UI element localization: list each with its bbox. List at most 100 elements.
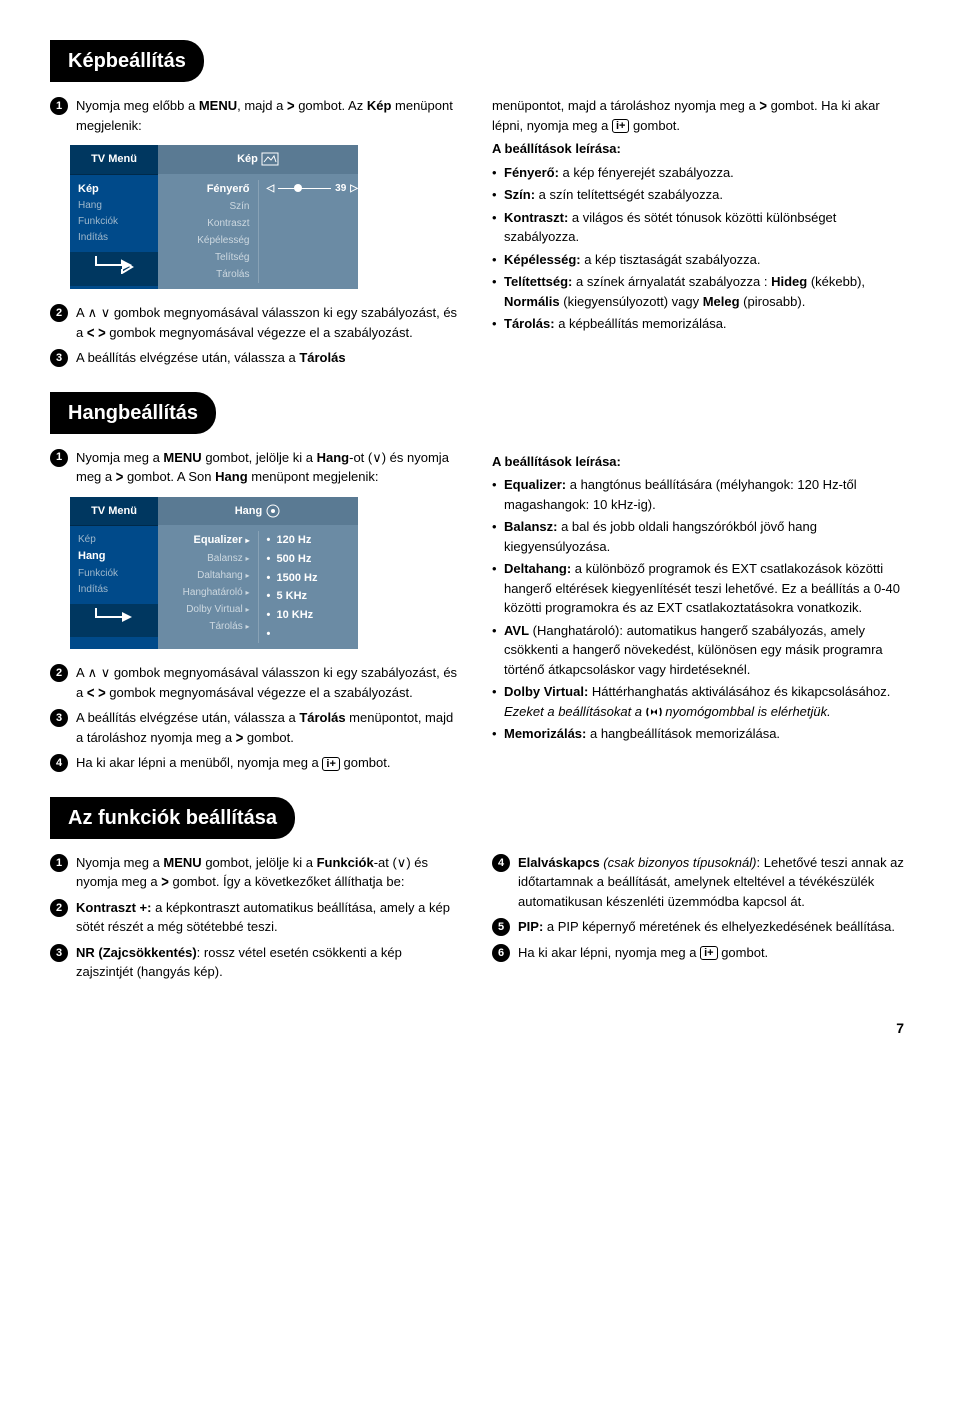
- func-step1: 1 Nyomja meg a MENU gombot, jelölje ki a…: [50, 853, 462, 892]
- numcircle-3: 3: [50, 349, 68, 367]
- value-row: • 5 KHz: [267, 587, 359, 606]
- menu-item: Indítás: [78, 230, 150, 246]
- value-row: • 500 Hz: [267, 550, 359, 569]
- page-number: 7: [50, 1018, 904, 1039]
- sound-desc-head: A beállítások leírása:: [492, 452, 904, 472]
- chevron-left-icon: <: [87, 681, 95, 704]
- text: Kontraszt +:: [76, 900, 151, 915]
- value-row: •: [267, 625, 359, 644]
- panel-left: TV Menü Kép Hang Funkciók Indítás: [70, 145, 158, 289]
- text: a PIP képernyő méretének és elhelyezkedé…: [543, 919, 895, 934]
- menu-item: Funkciók: [78, 214, 150, 230]
- func-step5-body: PIP: a PIP képernyő méretének és elhelye…: [518, 917, 904, 937]
- surround-icon: [646, 705, 662, 719]
- pic-desc-list: Fényerő: a kép fényerejét szabályozza. S…: [492, 163, 904, 334]
- text: Equalizer:: [504, 477, 566, 492]
- list-item: AVL (Hanghatároló): automatikus hangerő …: [492, 621, 904, 680]
- sound-step1: 1 Nyomja meg a MENU gombot, jelölje ki a…: [50, 448, 462, 487]
- menu-item: Dolby Virtual: [186, 604, 243, 615]
- text: 120 Hz: [276, 534, 311, 546]
- menu-item: Tárolás: [158, 266, 250, 283]
- text: gombot. Az: [295, 98, 367, 113]
- slider: ◁ 39 ▷: [267, 180, 359, 197]
- chevron-right-icon: >: [759, 94, 767, 117]
- numcircle-1: 1: [50, 97, 68, 115]
- list-item: Szín: a szín telítettségét szabályozza.: [492, 185, 904, 205]
- text: Nyomja meg előbb a: [76, 98, 199, 113]
- numcircle-3: 3: [50, 944, 68, 962]
- func-step6: 6 Ha ki akar lépni, nyomja meg a i+ gomb…: [492, 943, 904, 963]
- numcircle-4: 4: [492, 854, 510, 872]
- func-step4-body: Elalváskapcs (csak bizonyos típusoknál):…: [518, 853, 904, 912]
- numcircle-2: 2: [50, 899, 68, 917]
- panel-left-head: TV Menü: [70, 145, 158, 175]
- text: menüpontot, majd a tároláshoz nyomja meg…: [492, 98, 759, 113]
- numcircle-6: 6: [492, 944, 510, 962]
- text: 1500 Hz: [276, 572, 317, 584]
- list-item: Tárolás: a képbeállítás memorizálása.: [492, 314, 904, 334]
- sound-step3-body: A beállítás elvégzése után, válassza a T…: [76, 708, 462, 747]
- menu-item: Fényerő: [158, 180, 250, 199]
- panel-right: Kép Fényerő Szín Kontraszt Képélesség Te…: [158, 145, 358, 289]
- menu-item: Hang: [78, 198, 150, 214]
- panel-right-values: ◁ 39 ▷: [258, 180, 359, 284]
- panel-right-labels: Fényerő Szín Kontraszt Képélesség Telíts…: [158, 180, 258, 284]
- text: , majd a: [237, 98, 287, 113]
- numcircle-3: 3: [50, 709, 68, 727]
- list-item: Deltahang: a különböző programok és EXT …: [492, 559, 904, 618]
- numcircle-4: 4: [50, 754, 68, 772]
- sound-step2-body: A ∧ ∨ gombok megnyomásával válasszon ki …: [76, 663, 462, 702]
- text: a hangbeállítások memorizálása.: [586, 726, 780, 741]
- section-title-pic: Képbeállítás: [50, 40, 204, 82]
- slider-track: [278, 188, 331, 189]
- text: a kép tisztaságát szabályozza.: [581, 252, 761, 267]
- arrow-icon: [94, 256, 134, 274]
- text: MENU: [199, 98, 237, 113]
- text: Telítettség:: [504, 274, 572, 289]
- numcircle-2: 2: [50, 304, 68, 322]
- text: a szín telítettségét szabályozza.: [535, 187, 723, 202]
- chevron-left-icon: <: [87, 321, 95, 344]
- text: MENU: [163, 855, 201, 870]
- text: Kontraszt:: [504, 210, 568, 225]
- text: gombok megnyomásával végezze el a szabál…: [106, 685, 413, 700]
- func-left-col: 1 Nyomja meg a MENU gombot, jelölje ki a…: [50, 853, 462, 988]
- text: a képbeállítás memorizálása.: [555, 316, 727, 331]
- pic-right-top: menüpontot, majd a tároláshoz nyomja meg…: [492, 96, 904, 135]
- menu-item: Hanghatároló: [183, 587, 243, 598]
- text: Ha ki akar lépni, nyomja meg a: [518, 945, 700, 960]
- sound-icon: [265, 504, 281, 518]
- numcircle-1: 1: [50, 449, 68, 467]
- text: Tárolás: [299, 710, 345, 725]
- text: nyomógombbal is elérhetjük.: [665, 704, 830, 719]
- func-step3: 3 NR (Zajcsökkentés): rossz vétel esetén…: [50, 943, 462, 982]
- func-step5: 5 PIP: a PIP képernyő méretének és elhel…: [492, 917, 904, 937]
- menu-item: Szín: [158, 198, 250, 215]
- text: gombot. A Son: [123, 469, 215, 484]
- text: a kép fényerejét szabályozza.: [559, 165, 734, 180]
- sound-right-col: A beállítások leírása: Equalizer: a hang…: [492, 448, 904, 779]
- value-row: • 1500 Hz: [267, 569, 359, 588]
- text: Elalváskapcs: [518, 855, 603, 870]
- list-item: Memorizálás: a hangbeállítások memorizál…: [492, 724, 904, 744]
- text: NR (Zajcsökkentés): [76, 945, 197, 960]
- list-item: Fényerő: a kép fényerejét szabályozza.: [492, 163, 904, 183]
- chevron-right-icon: >: [161, 870, 169, 893]
- pic-step3: 3 A beállítás elvégzése után, válassza a…: [50, 348, 462, 368]
- func-step2-body: Kontraszt +: a képkontraszt automatikus …: [76, 898, 462, 937]
- text: gombot, jelölje ki a: [202, 450, 317, 465]
- text: gombot.: [718, 945, 769, 960]
- pic-menu-panel: TV Menü Kép Hang Funkciók Indítás Kép: [70, 145, 462, 289]
- pic-step3-body: A beállítás elvégzése után, válassza a T…: [76, 348, 462, 368]
- text: Kép: [367, 98, 392, 113]
- text: 5 KHz: [276, 590, 307, 602]
- func-step4: 4 Elalváskapcs (csak bizonyos típusoknál…: [492, 853, 904, 912]
- pic-left-col: 1 Nyomja meg előbb a MENU, majd a > gomb…: [50, 96, 462, 374]
- text: Háttérhanghatás aktiválásához és kikapcs…: [588, 684, 890, 699]
- text: Fényerő:: [504, 165, 559, 180]
- text: (csak bizonyos típusoknál): [603, 855, 756, 870]
- value-row: • 10 KHz: [267, 606, 359, 625]
- func-right-col: 4 Elalváskapcs (csak bizonyos típusoknál…: [492, 853, 904, 988]
- text: 500 Hz: [276, 553, 311, 565]
- panel-right-head: Kép: [158, 145, 358, 174]
